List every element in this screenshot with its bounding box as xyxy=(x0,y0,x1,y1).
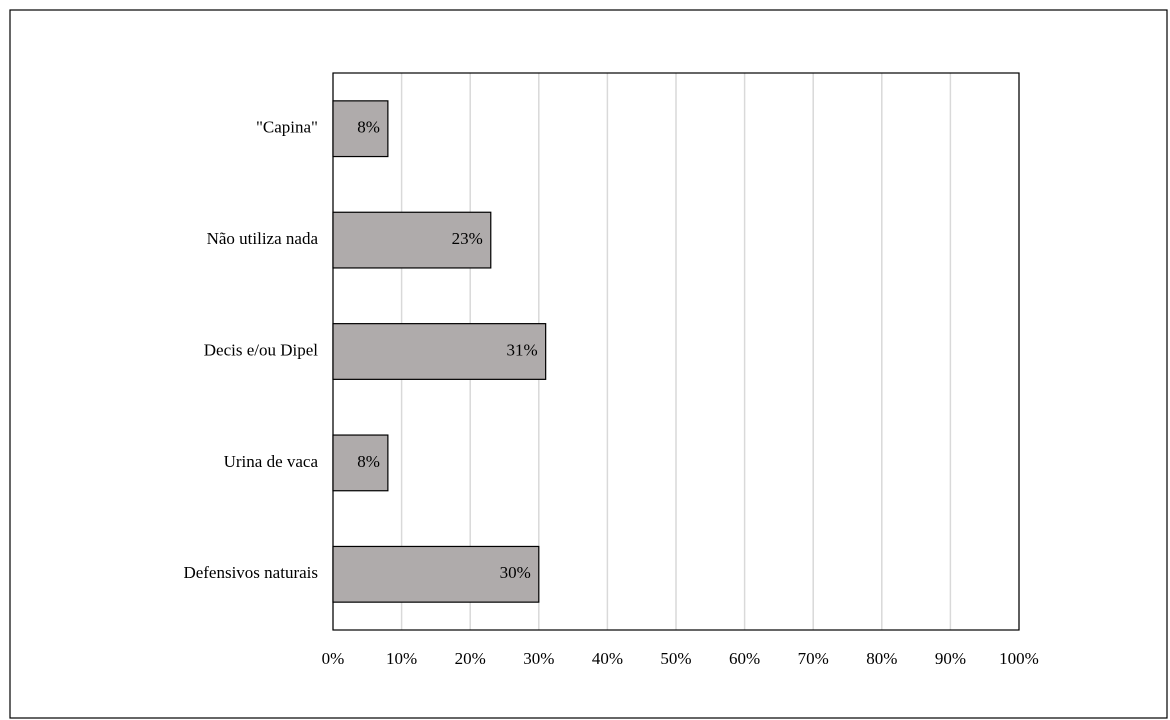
bar xyxy=(332,100,389,158)
x-tick-label: 100% xyxy=(999,649,1039,668)
y-tick-label: Decis e/ou Dipel xyxy=(204,340,319,359)
x-tick-label: 70% xyxy=(798,649,829,668)
y-tick-label: Defensivos naturais xyxy=(183,563,318,582)
x-tick-label: 20% xyxy=(455,649,486,668)
data-label: 30% xyxy=(500,563,531,582)
y-tick-label: Não utiliza nada xyxy=(207,229,319,248)
x-tick-label: 50% xyxy=(660,649,691,668)
x-tick-label: 30% xyxy=(523,649,554,668)
x-tick-label: 90% xyxy=(935,649,966,668)
y-tick-label: Urina de vaca xyxy=(224,452,319,471)
y-tick-label: "Capina" xyxy=(256,118,318,137)
x-tick-label: 60% xyxy=(729,649,760,668)
data-label: 31% xyxy=(506,340,537,359)
x-tick-label: 80% xyxy=(866,649,897,668)
data-label: 8% xyxy=(357,118,380,137)
data-label: 23% xyxy=(452,229,483,248)
bar xyxy=(332,323,547,380)
chart-border xyxy=(9,9,1168,719)
x-tick-label: 10% xyxy=(386,649,417,668)
bar xyxy=(332,434,389,492)
x-tick-label: 0% xyxy=(322,649,345,668)
bar xyxy=(332,545,540,603)
bar xyxy=(332,211,492,269)
x-tick-label: 40% xyxy=(592,649,623,668)
data-label: 8% xyxy=(357,452,380,471)
